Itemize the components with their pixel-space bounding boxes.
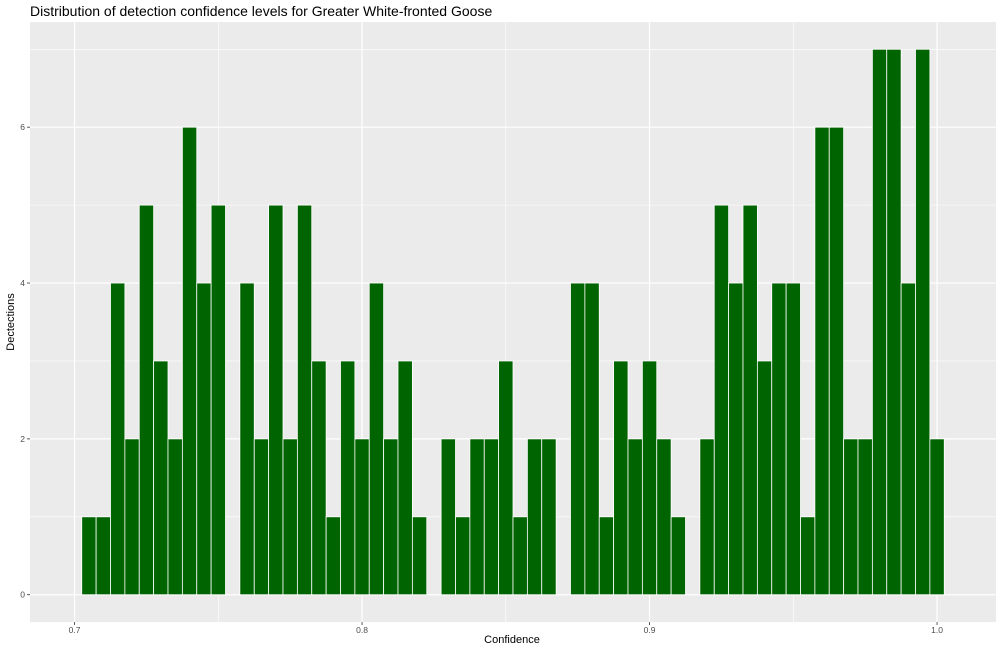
histogram-bar xyxy=(756,360,773,596)
histogram-bar xyxy=(110,282,126,596)
histogram-bar xyxy=(570,282,586,596)
histogram-bar xyxy=(641,360,658,596)
histogram-bar xyxy=(613,360,629,596)
histogram-bar xyxy=(857,438,873,596)
x-tick-label: 0.9 xyxy=(644,625,656,635)
histogram-bar xyxy=(670,516,686,596)
histogram-bar xyxy=(153,360,169,596)
histogram-bar xyxy=(915,48,931,596)
histogram-bar xyxy=(268,204,284,596)
histogram-bar xyxy=(728,282,744,596)
histogram-bar xyxy=(325,516,341,596)
chart-title: Distribution of detection confidence lev… xyxy=(30,3,492,19)
histogram-bar xyxy=(397,360,413,596)
histogram-bar xyxy=(138,204,155,596)
x-tick-label: 0.7 xyxy=(69,625,81,635)
histogram-bar xyxy=(699,438,715,596)
y-tick-label: 0 xyxy=(20,590,25,600)
histogram-bar xyxy=(843,438,859,596)
histogram-bar xyxy=(124,438,140,596)
histogram-bar xyxy=(800,516,816,596)
histogram-bar xyxy=(282,438,298,596)
histogram-bar xyxy=(900,282,916,596)
x-axis-title: Confidence xyxy=(484,634,540,646)
bars xyxy=(81,48,945,596)
histogram-bar xyxy=(713,204,730,596)
histogram-bar xyxy=(584,282,600,596)
histogram-bar xyxy=(210,204,226,596)
histogram-bar xyxy=(526,438,543,596)
histogram-bar xyxy=(469,438,485,596)
histogram-bar xyxy=(253,438,270,596)
y-tick-label: 4 xyxy=(20,278,25,288)
histogram-bar xyxy=(196,282,212,596)
histogram-bar xyxy=(411,516,428,596)
histogram-bar xyxy=(742,204,758,596)
y-axis-title: Dectections xyxy=(5,293,17,351)
histogram-bar xyxy=(541,438,557,596)
histogram-bar xyxy=(785,282,801,596)
histogram-bar xyxy=(871,48,888,596)
histogram-bar xyxy=(81,516,97,596)
histogram-bar xyxy=(656,438,672,596)
histogram-bar xyxy=(383,438,399,596)
histogram-bar xyxy=(929,438,945,596)
histogram-bar xyxy=(181,126,198,596)
histogram-bar xyxy=(340,360,356,596)
y-tick-label: 6 xyxy=(20,122,25,132)
histogram-bar xyxy=(354,438,370,596)
histogram-bar xyxy=(311,360,327,596)
x-tick-label: 0.8 xyxy=(356,625,368,635)
histogram-bar xyxy=(440,438,456,596)
histogram-bar xyxy=(167,438,183,596)
histogram-bar xyxy=(296,204,313,596)
x-tick-label: 1.0 xyxy=(931,625,943,635)
histogram-bar xyxy=(455,516,471,596)
histogram-bar xyxy=(814,126,830,596)
histogram-bar xyxy=(598,516,615,596)
histogram-bar xyxy=(498,360,514,596)
histogram-bar xyxy=(828,126,845,596)
histogram-bar xyxy=(627,438,643,596)
histogram-bar xyxy=(886,48,902,596)
histogram-bar xyxy=(95,516,111,596)
y-tick-label: 2 xyxy=(20,434,25,444)
axes: 0.7 0.8 0.9 1.0 0 2 4 6 xyxy=(20,122,943,635)
histogram-bar xyxy=(239,282,255,596)
histogram-bar xyxy=(368,282,385,596)
histogram-bar xyxy=(512,516,528,596)
histogram-bar xyxy=(771,282,787,596)
histogram-bar xyxy=(483,438,500,596)
